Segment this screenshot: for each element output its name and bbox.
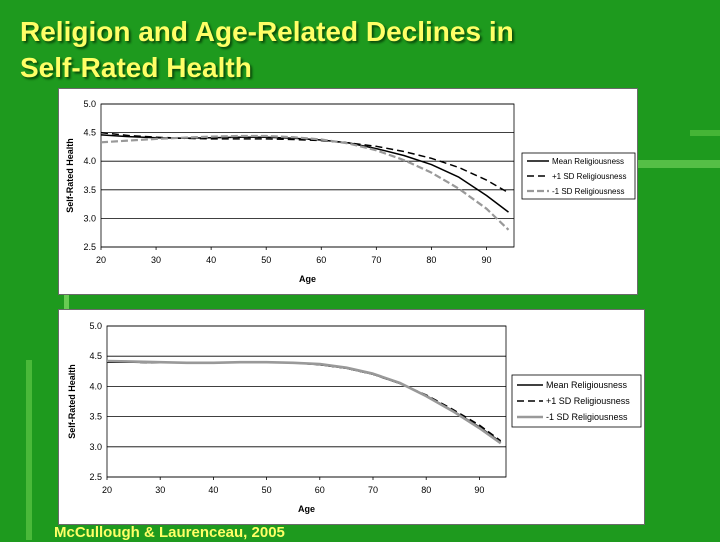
series-line-minus-1sd [100,134,510,231]
series-line-minus-1sd [106,359,502,445]
citation: McCullough & Laurenceau, 2005 [54,524,285,541]
chart-bottom: 5.0 4.5 4.0 3.5 3.0 2.520 30 40 50 60 70 80 90 Age Sel… [67,321,642,514]
x-tick-label: 60 [315,485,325,495]
x-axis-label: Age [299,274,316,284]
y-tick-label: 2.5 [83,242,96,252]
legend-label: +1 SD Religiousness [552,172,626,181]
y-tick-label: 5.0 [83,99,96,109]
title-line-1: Religion and Age-Related Declines in [20,16,514,47]
x-tick-label: 40 [206,255,216,265]
y-tick-label: 3.5 [83,185,96,195]
y-axis-label: Self-Rated Health [65,138,75,213]
plot-area [106,325,507,478]
x-tick-label: 80 [426,255,436,265]
slide-title: Religion and Age-Related Declines in Sel… [20,14,700,86]
x-tick-label: 30 [155,485,165,495]
x-tick-label: 20 [96,255,106,265]
legend-label: -1 SD Religiousness [552,187,624,196]
x-tick-label: 80 [421,485,431,495]
x-tick-label: 50 [261,255,271,265]
chart-top: 5.0 4.5 4.0 3.5 3.0 2.520 30 40 50 60 70 80 90 Age Sel… [65,99,636,284]
series-line-mean [100,134,509,213]
y-tick-label: 3.0 [89,442,102,452]
series-line-plus-1sd [106,360,502,442]
legend-label: Mean Religiousness [546,380,628,390]
x-tick-label: 60 [316,255,326,265]
chart-panel-top: 5.0 4.5 4.0 3.5 3.0 2.5 20 30 40 50 60 70 80 90 Age Sel… [58,88,638,295]
legend-label: +1 SD Religiousness [546,396,630,406]
y-tick-label: 4.0 [89,381,102,391]
y-tick-label: 4.0 [83,156,96,166]
x-tick-label: 70 [371,255,381,265]
chart-panel-bottom: 5.0 4.5 4.0 3.5 3.0 2.5 20 30 40 50 60 70 80 90 Age Sel… [58,309,645,525]
series-line-mean [107,361,502,443]
y-tick-label: 4.5 [83,128,96,138]
x-tick-label: 50 [262,485,272,495]
title-line-2: Self-Rated Health [20,52,252,83]
x-tick-label: 90 [474,485,484,495]
legend-label: Mean Religiousness [552,157,624,166]
y-tick-label: 4.5 [89,351,102,361]
legend-label: -1 SD Religiousness [546,412,628,422]
x-tick-label: 70 [368,485,378,495]
y-tick-label: 2.5 [89,472,102,482]
y-axis-label: Self-Rated Health [67,364,77,439]
series-line-plus-1sd [100,131,509,194]
y-tick-label: 3.0 [83,213,96,223]
plot-area [100,103,515,248]
y-tick-label: 5.0 [89,321,102,331]
x-tick-label: 30 [151,255,161,265]
y-tick-label: 3.5 [89,412,102,422]
x-tick-label: 40 [208,485,218,495]
x-tick-label: 90 [481,255,491,265]
x-tick-label: 20 [102,485,112,495]
x-axis-label: Age [298,504,315,514]
